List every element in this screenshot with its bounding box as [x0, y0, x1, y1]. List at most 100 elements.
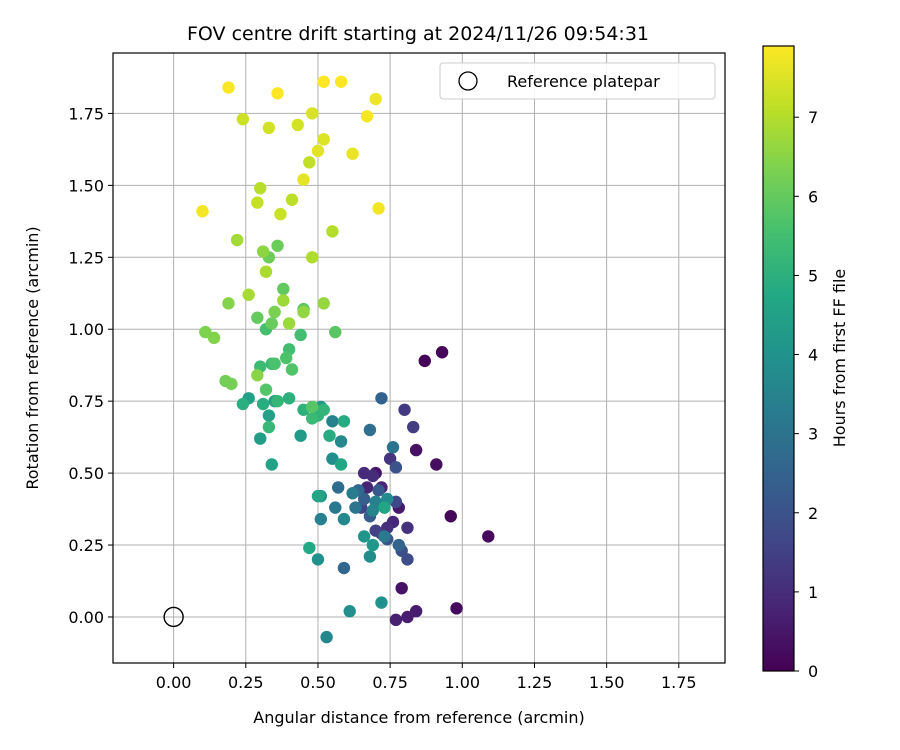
- data-point: [271, 87, 284, 100]
- data-point: [285, 363, 299, 376]
- data-point: [207, 331, 221, 345]
- x-tick-label: 1.75: [661, 673, 697, 692]
- data-point: [430, 458, 443, 471]
- data-point: [262, 420, 276, 434]
- colorbar-tick-label: 7: [808, 108, 818, 127]
- data-point: [389, 613, 403, 627]
- data-point: [222, 81, 235, 94]
- data-point: [317, 297, 330, 310]
- data-point: [230, 233, 244, 247]
- data-point: [363, 423, 377, 437]
- y-axis-label: Rotation from reference (arcmin): [23, 226, 42, 489]
- colorbar-tick-label: 0: [808, 662, 818, 681]
- x-tick-label: 0.75: [372, 673, 408, 692]
- data-point: [349, 501, 362, 514]
- reference-platepar-point: [163, 606, 184, 628]
- colorbar: 0 1 2 3 4 5 6 7 Hours from first FF file: [762, 45, 849, 681]
- colorbar-gradient: [762, 45, 795, 672]
- data-point: [305, 400, 319, 414]
- data-point: [337, 512, 351, 526]
- reference-marker: [163, 606, 184, 628]
- data-point: [346, 487, 359, 500]
- data-point: [305, 251, 319, 264]
- data-point: [311, 144, 325, 158]
- data-point: [326, 225, 339, 238]
- x-tick-label: 0.25: [228, 673, 264, 692]
- legend-label: Reference platepar: [507, 72, 660, 91]
- y-tick-label: 0.25: [68, 536, 104, 555]
- data-point: [311, 553, 325, 566]
- data-point: [271, 239, 284, 252]
- data-point: [375, 596, 388, 609]
- data-point: [236, 112, 250, 126]
- legend: Reference platepar: [439, 62, 716, 100]
- y-tick-label: 1.25: [68, 248, 104, 267]
- data-point: [303, 541, 316, 555]
- data-point: [294, 429, 307, 442]
- y-axis-ticks: 0.00 0.25 0.50 0.75 1.00 1.25 1.50 1.75: [68, 104, 113, 627]
- x-tick-label: 0.50: [300, 673, 336, 692]
- data-point: [282, 392, 296, 405]
- x-tick-label: 1.50: [589, 673, 625, 692]
- data-point: [401, 521, 414, 534]
- data-point: [334, 458, 348, 471]
- data-point: [256, 245, 270, 258]
- y-tick-label: 1.75: [68, 104, 104, 123]
- y-tick-label: 1.00: [68, 320, 104, 339]
- data-point: [386, 440, 400, 454]
- data-point: [280, 351, 293, 365]
- data-point: [242, 288, 255, 301]
- data-point: [317, 133, 330, 146]
- x-axis-ticks: 0.00 0.25 0.50 0.75 1.00 1.25 1.50 1.75: [156, 663, 697, 692]
- data-point: [256, 397, 270, 411]
- colorbar-tick-label: 4: [808, 346, 818, 365]
- colorbar-tick-label: 3: [808, 425, 818, 444]
- data-point: [271, 394, 284, 408]
- data-point: [317, 75, 330, 88]
- y-tick-label: 0.50: [68, 464, 104, 483]
- data-point: [337, 415, 351, 428]
- data-point: [277, 294, 290, 307]
- plot-frame: [112, 52, 726, 664]
- data-point: [369, 92, 382, 106]
- data-point: [268, 357, 281, 370]
- data-point: [435, 346, 449, 359]
- data-point: [418, 354, 431, 368]
- data-point: [259, 265, 273, 278]
- data-point: [268, 305, 281, 319]
- data-point: [262, 409, 276, 422]
- data-point: [331, 481, 345, 494]
- data-point: [378, 501, 391, 514]
- data-point: [251, 311, 264, 324]
- data-point: [329, 325, 342, 339]
- data-point: [450, 602, 463, 615]
- data-point: [334, 435, 348, 448]
- data-point: [305, 412, 319, 425]
- data-point: [323, 429, 336, 442]
- legend-box: [439, 62, 716, 100]
- colorbar-tick-label: 2: [808, 504, 818, 523]
- data-point: [389, 461, 403, 474]
- data-point: [372, 484, 385, 497]
- y-tick-label: 0.75: [68, 392, 104, 411]
- colorbar-tick-label: 6: [808, 187, 818, 206]
- y-tick-label: 1.50: [68, 176, 104, 195]
- data-point: [254, 432, 267, 445]
- data-point: [375, 392, 388, 405]
- data-point: [225, 377, 238, 391]
- data-point: [407, 420, 420, 434]
- data-point: [262, 121, 276, 135]
- data-point: [311, 489, 325, 503]
- data-point: [329, 501, 342, 514]
- x-tick-label: 0.00: [156, 673, 192, 692]
- x-tick-label: 1.00: [444, 673, 480, 692]
- data-points: [196, 75, 495, 644]
- data-point: [363, 550, 377, 563]
- chart-title: FOV centre drift starting at 2024/11/26 …: [187, 23, 649, 45]
- data-point: [259, 383, 273, 396]
- data-point: [366, 538, 380, 552]
- colorbar-ticks: 0 1 2 3 4 5 6 7: [794, 108, 818, 681]
- data-point: [254, 182, 267, 195]
- colorbar-tick-label: 1: [808, 583, 818, 602]
